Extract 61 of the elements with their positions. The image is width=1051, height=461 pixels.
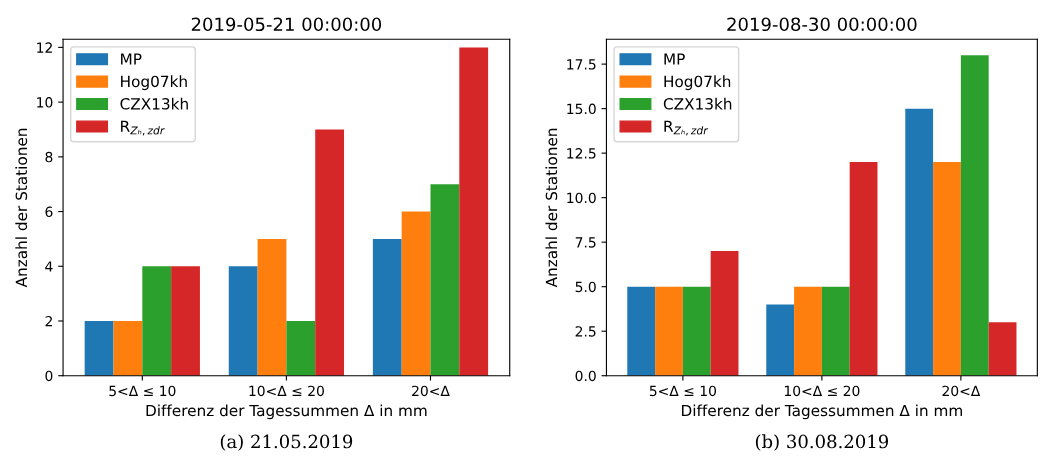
bar [113, 320, 143, 376]
y-tick-label: 15.0 [567, 103, 596, 115]
legend-label: MP [664, 53, 685, 65]
legend-label: Hog07kh [664, 75, 731, 91]
x-tick-label: 20<Δ [412, 385, 450, 397]
chart-title: 2019-08-30 00:00:00 [727, 17, 917, 32]
y-tick-label: 2.5 [575, 326, 596, 337]
y-tick-label: 0 [45, 370, 53, 382]
bar [627, 286, 656, 376]
legend-label: MP [121, 53, 142, 65]
bar [315, 129, 345, 376]
bar [933, 162, 961, 376]
bar [960, 55, 989, 376]
y-tick-label: 10.0 [567, 192, 596, 204]
y-tick-label: 12 [37, 42, 52, 53]
y-tick-label: 0.0 [575, 370, 596, 382]
bar [228, 266, 258, 376]
y-tick-label: 2 [45, 315, 52, 327]
bar [401, 211, 431, 376]
chart-title: 2019-05-21 00:00:00 [191, 17, 382, 32]
x-tick-label: 20<Δ [942, 385, 981, 397]
x-tick-label: 5<Δ ≤ 10 [109, 385, 176, 397]
bar [766, 304, 795, 376]
y-tick-label: 10 [37, 97, 53, 108]
y-tick-label: 8 [45, 151, 53, 163]
y-axis-title: Anzahl der Stationen [545, 128, 558, 288]
y-tick-label: 17.5 [567, 59, 596, 70]
bar [142, 266, 172, 376]
bar [682, 286, 711, 376]
x-tick-label: 10<Δ ≤ 20 [249, 385, 324, 397]
legend-label: R$_{Zₕ,zdr}$ [664, 120, 709, 136]
text: (a) 21.05.2019 [220, 434, 353, 451]
bar [794, 286, 822, 376]
text: (b) 30.08.2019 [755, 434, 889, 451]
bar [372, 238, 402, 376]
bar [710, 251, 739, 376]
legend-label: R$_{Zₕ,zdr}$ [121, 120, 165, 136]
bar [171, 266, 200, 376]
y-tick-label: 5.0 [575, 281, 596, 293]
legend-label: CZX13kh [663, 97, 732, 110]
bar [655, 286, 683, 376]
x-tick-label: 5<Δ ≤ 10 [649, 385, 717, 397]
y-tick-label: 6 [45, 206, 53, 218]
bar [257, 238, 287, 376]
bar [988, 322, 1017, 376]
bar [84, 320, 114, 376]
bar [905, 108, 934, 376]
bar [286, 320, 316, 376]
y-tick-label: 12.5 [567, 148, 596, 159]
legend-label: Hog07kh [121, 75, 187, 91]
bar [821, 286, 850, 376]
x-tick-label: 10<Δ ≤ 20 [784, 385, 860, 397]
x-axis-title: Differenz der Tagessummen Δ in mm [682, 404, 962, 420]
x-axis-title: Differenz der Tagessummen Δ in mm [146, 404, 427, 420]
y-tick-label: 4 [45, 261, 53, 272]
y-tick-label: 7.5 [575, 237, 596, 248]
bar [459, 47, 489, 376]
legend-label: CZX13kh [120, 97, 188, 110]
bar [849, 162, 878, 376]
y-axis-title: Anzahl der Stationen [15, 128, 28, 288]
bar [430, 184, 460, 376]
